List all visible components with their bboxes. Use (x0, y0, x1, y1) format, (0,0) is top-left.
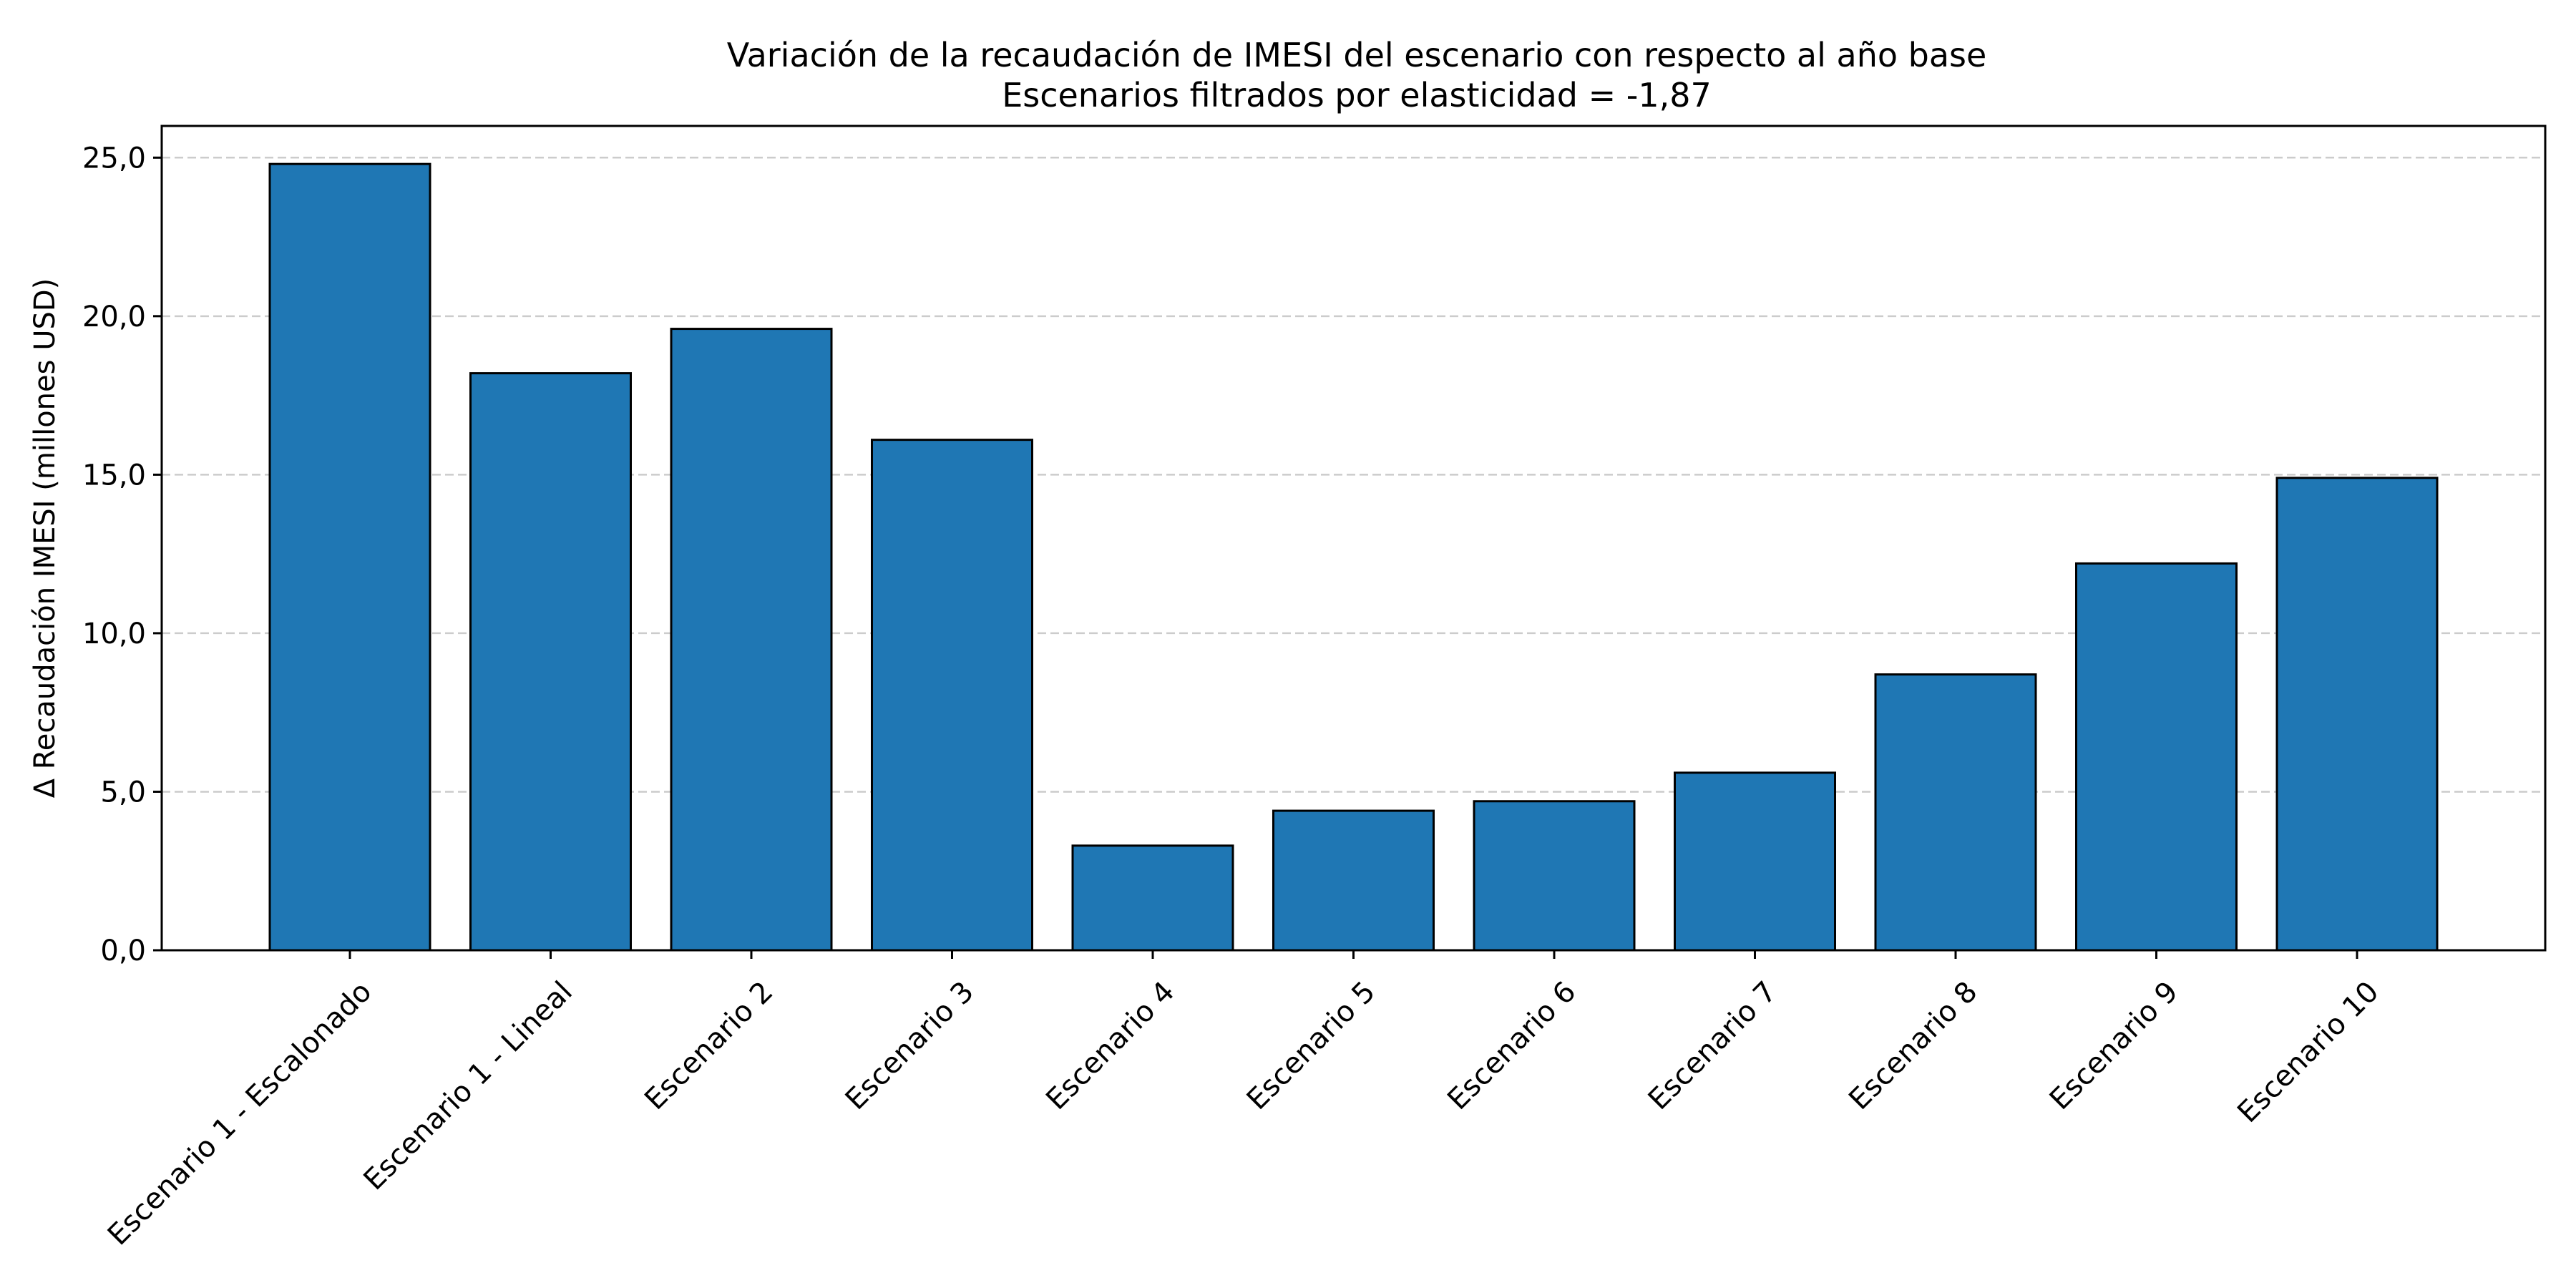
chart-subtitle: Escenarios filtrados por elasticidad = -… (1002, 76, 1712, 114)
y-tick-label: 20,0 (82, 301, 146, 333)
bar (2275, 477, 2439, 952)
y-tick-label: 25,0 (82, 142, 146, 175)
y-tick-label: 0,0 (100, 935, 146, 967)
bar (2075, 562, 2238, 952)
bar (670, 328, 833, 952)
y-tick-label: 5,0 (100, 776, 146, 809)
bar (268, 162, 431, 952)
y-tick-label: 15,0 (82, 459, 146, 492)
bars (268, 162, 2439, 952)
y-axis-ticks: 0,0 5,0 10,0 15,0 20,0 25,0 (82, 142, 162, 967)
bar (1272, 809, 1435, 952)
y-axis-label: Δ Recaudación IMESI (millones USD) (29, 278, 62, 799)
bar (1071, 844, 1234, 952)
bar (1473, 800, 1636, 952)
y-tick-label: 10,0 (82, 618, 146, 650)
bar (469, 372, 632, 952)
bar (871, 439, 1033, 952)
bar (1674, 771, 1836, 952)
bar (1874, 673, 2037, 952)
chart-title: Variación de la recaudación de IMESI del… (727, 36, 1987, 74)
